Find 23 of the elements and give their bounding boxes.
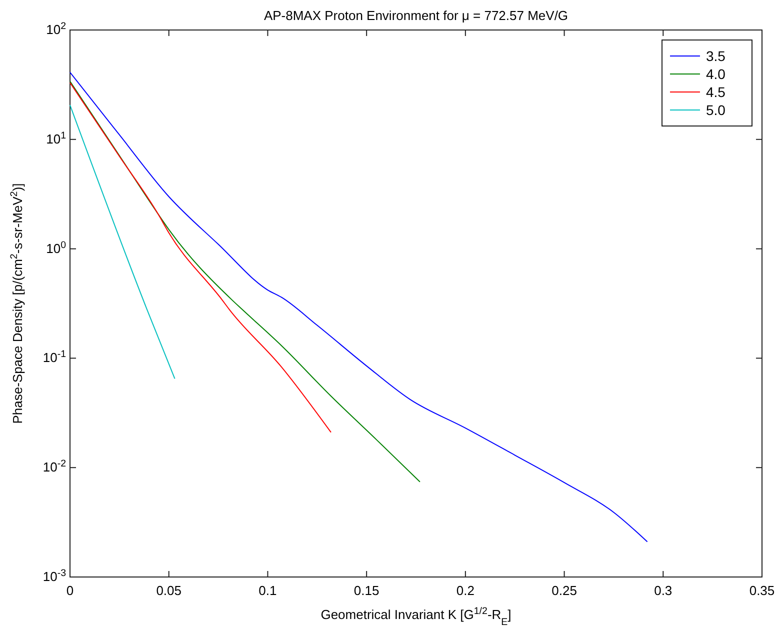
legend-label: 3.5 bbox=[706, 48, 726, 64]
legend-label: 4.0 bbox=[706, 66, 726, 82]
x-tick-label: 0.15 bbox=[354, 583, 380, 598]
line-series bbox=[70, 80, 420, 482]
y-tick-label: 10$^{-2}$ bbox=[42, 458, 66, 475]
y-tick-label: 10$^{2}$ bbox=[46, 20, 66, 37]
x-tick-label: 0 bbox=[66, 583, 74, 598]
x-tick-label: 0.25 bbox=[552, 583, 577, 598]
chart-title: AP-8MAX Proton Environment for μ = 772.57 MeV/G bbox=[264, 8, 568, 23]
line-series bbox=[70, 82, 332, 433]
x-tick-label: 0.35 bbox=[749, 583, 775, 598]
y-tick-label: 10$^{-3}$ bbox=[42, 568, 66, 584]
y-tick-label: 10$^{-1}$ bbox=[42, 348, 66, 366]
line-series bbox=[70, 72, 648, 542]
x-tick-label: 0.2 bbox=[456, 583, 474, 598]
x-axis-title: Geometrical Invariant K [G$^{1/2}$-R$_{E}$] bbox=[320, 606, 512, 628]
y-tick-label: 10$^{1}$ bbox=[46, 130, 66, 146]
x-tick-label: 0.05 bbox=[156, 583, 182, 598]
legend-label: 5.0 bbox=[706, 102, 726, 118]
legend-label: 4.5 bbox=[706, 84, 726, 100]
y-tick-label: 10$^{0}$ bbox=[46, 239, 67, 256]
x-tick-label: 0.3 bbox=[654, 583, 672, 598]
x-tick-label: 0.1 bbox=[258, 583, 277, 598]
